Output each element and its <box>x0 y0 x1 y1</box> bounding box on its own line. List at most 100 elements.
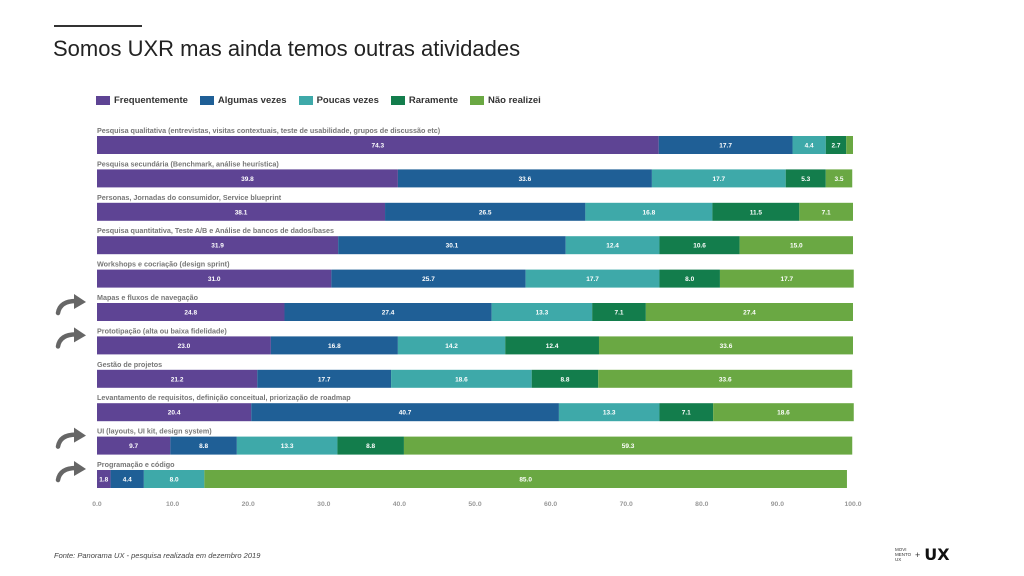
bar-segment <box>792 136 826 154</box>
bar-segment <box>651 169 786 188</box>
arrow-shaft <box>55 432 79 449</box>
bar-segment <box>97 169 398 188</box>
category-label: UI (layouts, UI kit, design system) <box>97 427 212 436</box>
arrow-head <box>74 427 86 443</box>
bar-segment <box>97 470 111 488</box>
bar-segment <box>525 269 660 288</box>
bar-segment <box>385 202 586 221</box>
x-tick-label: 70.0 <box>620 501 633 508</box>
data-label: 11.5 <box>750 209 763 216</box>
bar-segment <box>97 369 258 388</box>
data-label: 17.7 <box>586 276 599 283</box>
bar-segment <box>284 303 492 321</box>
x-tick-label: 80.0 <box>695 501 708 508</box>
x-tick-label: 50.0 <box>468 501 481 508</box>
legend-swatch <box>199 96 214 105</box>
legend-label: Não realizei <box>488 95 541 106</box>
bar-segment <box>558 403 660 422</box>
data-label: 31.0 <box>208 276 221 283</box>
data-label: 17.7 <box>318 376 331 383</box>
bar-segment <box>143 470 205 488</box>
bar-segment <box>97 403 252 422</box>
arrow-head <box>74 461 86 476</box>
data-label: 33.6 <box>519 176 532 183</box>
bar-segment <box>659 236 740 255</box>
bar-segment <box>338 236 566 255</box>
data-label: 27.4 <box>382 310 395 317</box>
data-label: 8.8 <box>560 376 569 383</box>
bar-segment <box>170 436 237 455</box>
data-label: 25.7 <box>422 276 435 283</box>
legend-label: Raramente <box>408 95 458 106</box>
highlight-arrow-icon <box>55 327 86 349</box>
legend-item: Frequentemente <box>96 95 188 106</box>
data-label: 17.7 <box>719 143 732 150</box>
data-label: 26.5 <box>479 209 492 216</box>
bar-segment <box>397 169 652 188</box>
data-label: 8.0 <box>170 477 179 484</box>
data-label: 21.2 <box>171 376 184 383</box>
x-tick-label: 10.0 <box>166 501 179 508</box>
data-label: 59.3 <box>622 443 635 450</box>
data-label: 12.4 <box>606 243 619 250</box>
bar-segment <box>97 436 171 455</box>
bar-segment <box>391 369 532 388</box>
bar-segment <box>337 436 404 455</box>
data-label: 17.7 <box>781 276 794 283</box>
category-label: Prototipação (alta ou baixa fidelidade) <box>97 326 227 335</box>
arrow-shaft <box>55 465 79 483</box>
category-label: Mapas e fluxos de navegação <box>97 293 199 302</box>
arrow-shaft <box>55 298 79 316</box>
data-label: 9.7 <box>129 443 138 450</box>
title-rule <box>54 25 142 27</box>
data-label: 7.1 <box>682 410 691 417</box>
data-label: 20.4 <box>168 410 181 417</box>
data-label: 31.9 <box>211 243 224 250</box>
x-tick-label: 40.0 <box>393 501 406 508</box>
category-label: Levantamento de requisitos, definição co… <box>97 393 351 402</box>
data-label: 27.4 <box>743 310 756 317</box>
data-label: 74.3 <box>372 143 385 150</box>
data-label: 16.8 <box>328 343 341 350</box>
bar-segment <box>713 403 854 422</box>
legend-item: Raramente <box>390 95 458 106</box>
bar-segment <box>97 303 285 321</box>
category-label: Workshops e cocriação (design sprint) <box>97 260 230 269</box>
bar-segment <box>846 136 853 154</box>
arrow-head <box>74 294 86 309</box>
legend-swatch <box>390 96 405 105</box>
data-label: 8.0 <box>685 276 694 283</box>
data-label: 10.6 <box>693 243 706 250</box>
data-label: 39.8 <box>241 176 254 183</box>
data-label: 33.6 <box>719 376 732 383</box>
logo-plus: + <box>915 549 921 560</box>
data-label: 30.1 <box>446 243 459 250</box>
data-label: 15.0 <box>790 243 803 250</box>
bar-segment <box>97 136 659 154</box>
bar-segment <box>331 269 526 288</box>
bar-segment <box>97 236 339 255</box>
legend-item: Poucas vezes <box>298 95 379 106</box>
data-label: 18.6 <box>455 376 468 383</box>
data-label: 2.7 <box>831 143 840 150</box>
x-tick-label: 20.0 <box>242 501 255 508</box>
category-label: Gestão de projetos <box>97 360 162 369</box>
data-label: 5.3 <box>801 176 810 183</box>
data-label: 85.0 <box>519 477 532 484</box>
category-label: Pesquisa secundária (Benchmark, análise … <box>97 159 279 168</box>
data-label: 38.1 <box>235 209 248 216</box>
bar-segment <box>659 269 720 288</box>
data-label: 16.8 <box>643 209 656 216</box>
bar-segment <box>659 403 714 422</box>
legend-swatch <box>470 96 484 105</box>
data-label: 13.3 <box>603 410 616 417</box>
brand-logo: MOVI MENTO UX + UX <box>895 545 950 564</box>
bar-segment <box>598 369 853 388</box>
bar-segment <box>251 403 559 422</box>
arrow-shaft <box>55 332 79 349</box>
bar-segment <box>97 202 386 221</box>
data-label: 4.4 <box>123 477 132 484</box>
legend-item: Algumas vezes <box>199 95 287 106</box>
bar-segment <box>712 202 800 221</box>
legend-label: Frequentemente <box>114 95 188 106</box>
